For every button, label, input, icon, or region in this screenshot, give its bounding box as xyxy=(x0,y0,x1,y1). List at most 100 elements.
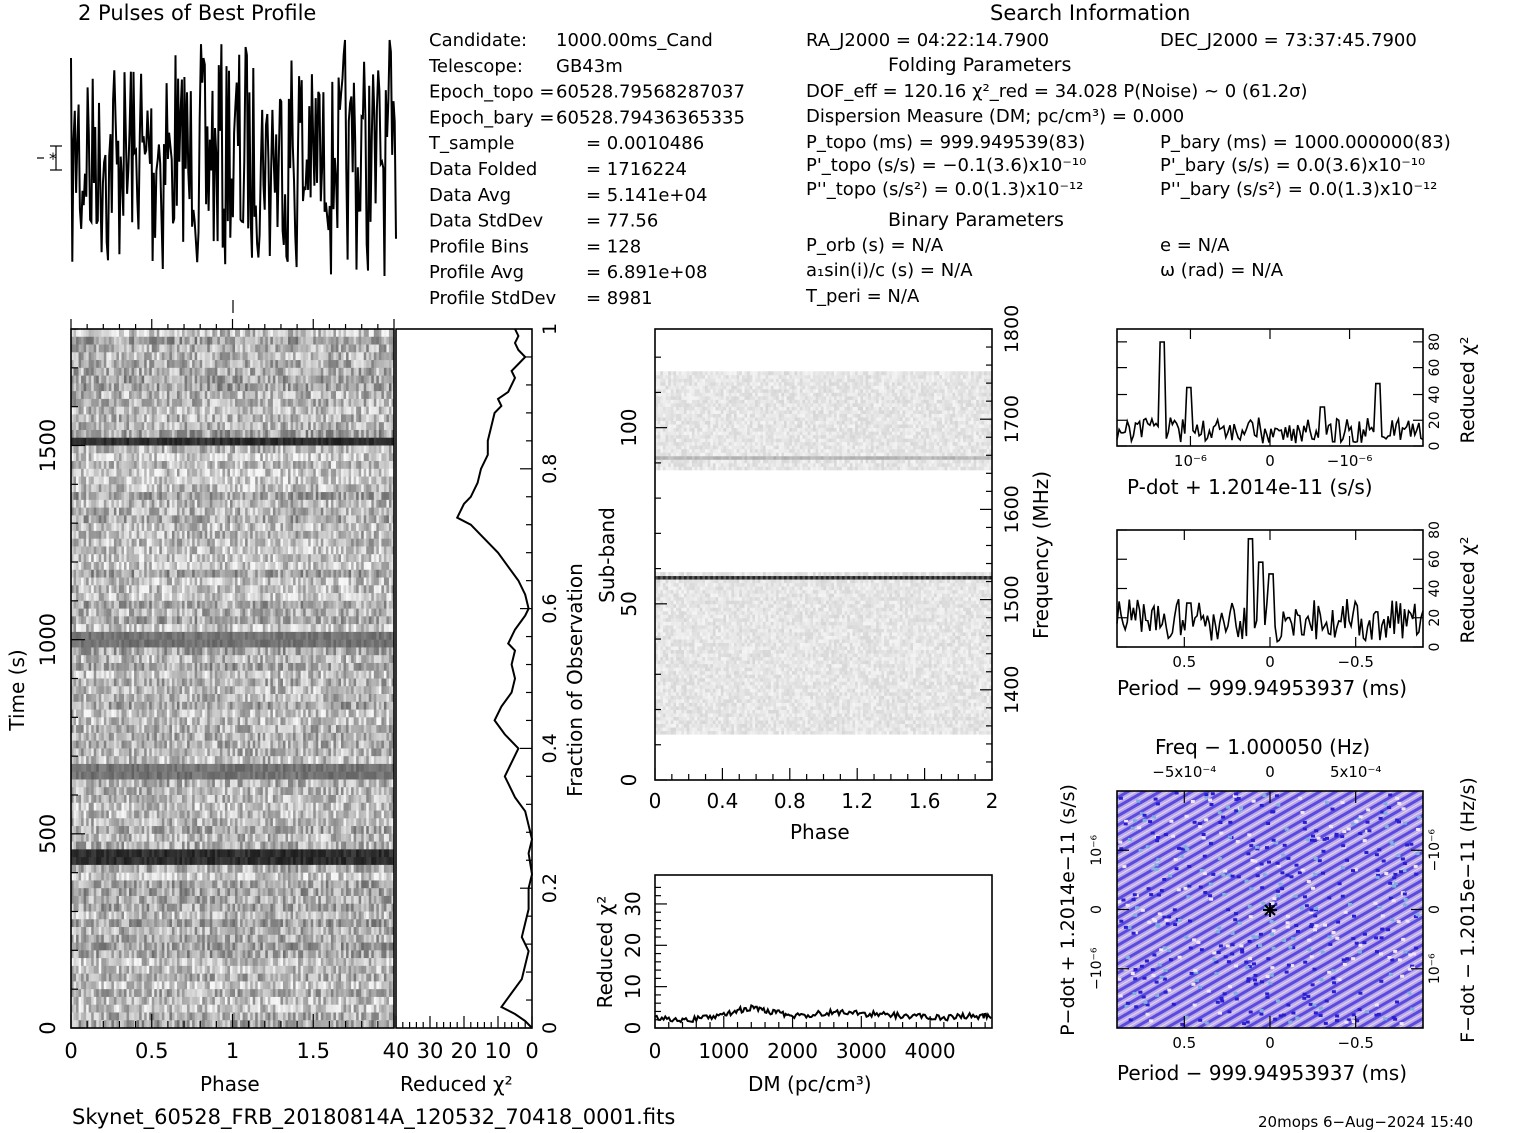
heat-cell xyxy=(237,329,241,338)
heat-cell xyxy=(330,437,334,446)
heat-cell xyxy=(315,453,319,462)
heat-cell xyxy=(335,585,339,594)
heat-cell xyxy=(265,445,269,454)
heat-cell xyxy=(113,437,117,446)
heat-cell xyxy=(270,344,274,353)
heat-cell xyxy=(116,600,120,609)
heat-cell xyxy=(146,515,150,524)
heat-cell xyxy=(265,429,269,439)
heat-cell xyxy=(139,616,143,625)
heat-cell xyxy=(277,468,281,477)
heat-cell xyxy=(101,538,105,547)
heat-cell xyxy=(343,414,347,423)
heat-cell xyxy=(116,515,120,524)
heat-cell xyxy=(257,585,261,594)
heat-cell xyxy=(149,523,153,532)
heat-cell xyxy=(86,360,90,369)
heat-cell xyxy=(156,608,160,617)
heat-cell xyxy=(212,352,216,361)
heat-cell xyxy=(156,600,160,609)
heat-cell xyxy=(242,616,246,625)
heat-cell xyxy=(146,352,150,361)
heat-cell xyxy=(118,616,122,625)
heat-cell xyxy=(209,562,213,571)
heat-cell xyxy=(121,624,125,633)
heat-cell xyxy=(270,600,274,609)
heat-cell xyxy=(305,391,309,400)
heat-cell xyxy=(139,593,143,602)
heat-cell xyxy=(300,499,304,509)
heat-cell xyxy=(305,398,309,408)
heat-cell xyxy=(129,538,132,547)
heat-cell xyxy=(255,352,259,361)
heat-cell xyxy=(219,476,223,485)
heat-cell xyxy=(250,577,254,586)
heat-cell xyxy=(346,422,349,431)
heat-cell xyxy=(378,562,382,571)
heat-cell xyxy=(151,484,155,493)
heat-cell xyxy=(386,367,390,376)
heat-cell xyxy=(136,523,140,532)
heat-cell xyxy=(73,484,77,493)
heat-cell xyxy=(139,554,143,563)
omega: ω (rad) = N/A xyxy=(1160,260,1284,281)
heat-cell xyxy=(235,344,238,353)
heat-cell xyxy=(81,360,85,369)
heat-cell xyxy=(126,429,130,439)
heat-cell xyxy=(353,507,357,516)
heat-cell xyxy=(161,515,165,524)
heat-cell xyxy=(295,352,299,361)
heat-cell xyxy=(129,461,132,470)
heat-cell xyxy=(146,367,150,376)
heat-cell xyxy=(303,406,307,415)
heat-cell xyxy=(318,406,322,415)
heat-cell xyxy=(280,398,284,408)
heat-cell xyxy=(171,492,175,501)
heat-cell xyxy=(202,608,206,617)
heat-cell xyxy=(298,336,302,345)
heat-cell xyxy=(308,453,312,462)
heat-cell xyxy=(363,593,367,602)
heat-cell xyxy=(171,608,175,617)
heat-cell xyxy=(358,530,362,540)
heat-cell xyxy=(260,468,264,477)
heat-cell xyxy=(98,445,102,454)
heat-cell xyxy=(71,616,74,625)
heat-cell xyxy=(146,530,150,540)
heat-cell xyxy=(214,492,218,501)
heat-cell xyxy=(255,523,259,532)
heat-cell xyxy=(86,600,90,609)
heat-cell xyxy=(83,375,87,384)
heat-cell xyxy=(338,414,342,423)
heat-cell xyxy=(189,530,193,540)
heat-cell xyxy=(293,476,296,485)
heat-cell xyxy=(272,523,276,532)
heat-cell xyxy=(212,562,216,571)
heat-cell xyxy=(98,429,102,439)
heat-cell xyxy=(98,499,102,509)
heat-cell xyxy=(184,398,188,408)
heat-cell xyxy=(325,344,329,353)
heat-cell xyxy=(242,585,246,594)
heat-cell xyxy=(217,492,221,501)
heat-cell xyxy=(298,593,302,602)
heat-cell xyxy=(118,414,122,423)
heat-cell xyxy=(126,329,130,338)
heat-cell xyxy=(305,461,309,470)
heat-cell xyxy=(164,492,168,501)
heat-cell xyxy=(305,453,309,462)
heat-cell xyxy=(240,585,243,594)
heat-cell xyxy=(260,538,264,547)
heat-cell xyxy=(78,414,82,423)
heat-cell xyxy=(353,562,357,571)
heat-cell xyxy=(343,429,347,439)
heat-cell xyxy=(111,585,115,594)
heat-cell xyxy=(366,562,370,571)
heat-cell xyxy=(323,414,327,423)
heat-cell xyxy=(373,507,377,516)
heat-cell xyxy=(300,383,304,392)
heat-cell xyxy=(386,414,390,423)
heat-cell xyxy=(219,367,223,376)
heat-cell xyxy=(388,499,392,509)
heat-cell xyxy=(381,329,385,338)
